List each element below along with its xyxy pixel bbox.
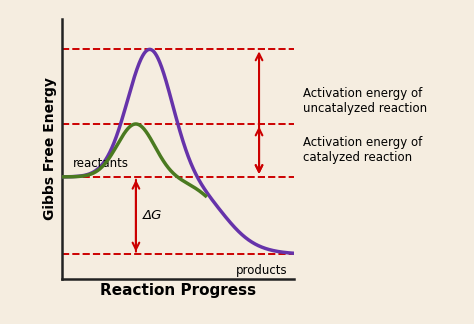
Text: Activation energy of
uncatalyzed reaction: Activation energy of uncatalyzed reactio… <box>303 87 428 115</box>
Text: ΔG: ΔG <box>143 209 162 222</box>
Text: Activation energy of
catalyzed reaction: Activation energy of catalyzed reaction <box>303 136 423 164</box>
Text: products: products <box>236 264 287 277</box>
Y-axis label: Gibbs Free Energy: Gibbs Free Energy <box>44 78 57 220</box>
X-axis label: Reaction Progress: Reaction Progress <box>100 283 256 298</box>
Text: reactants: reactants <box>73 156 129 170</box>
